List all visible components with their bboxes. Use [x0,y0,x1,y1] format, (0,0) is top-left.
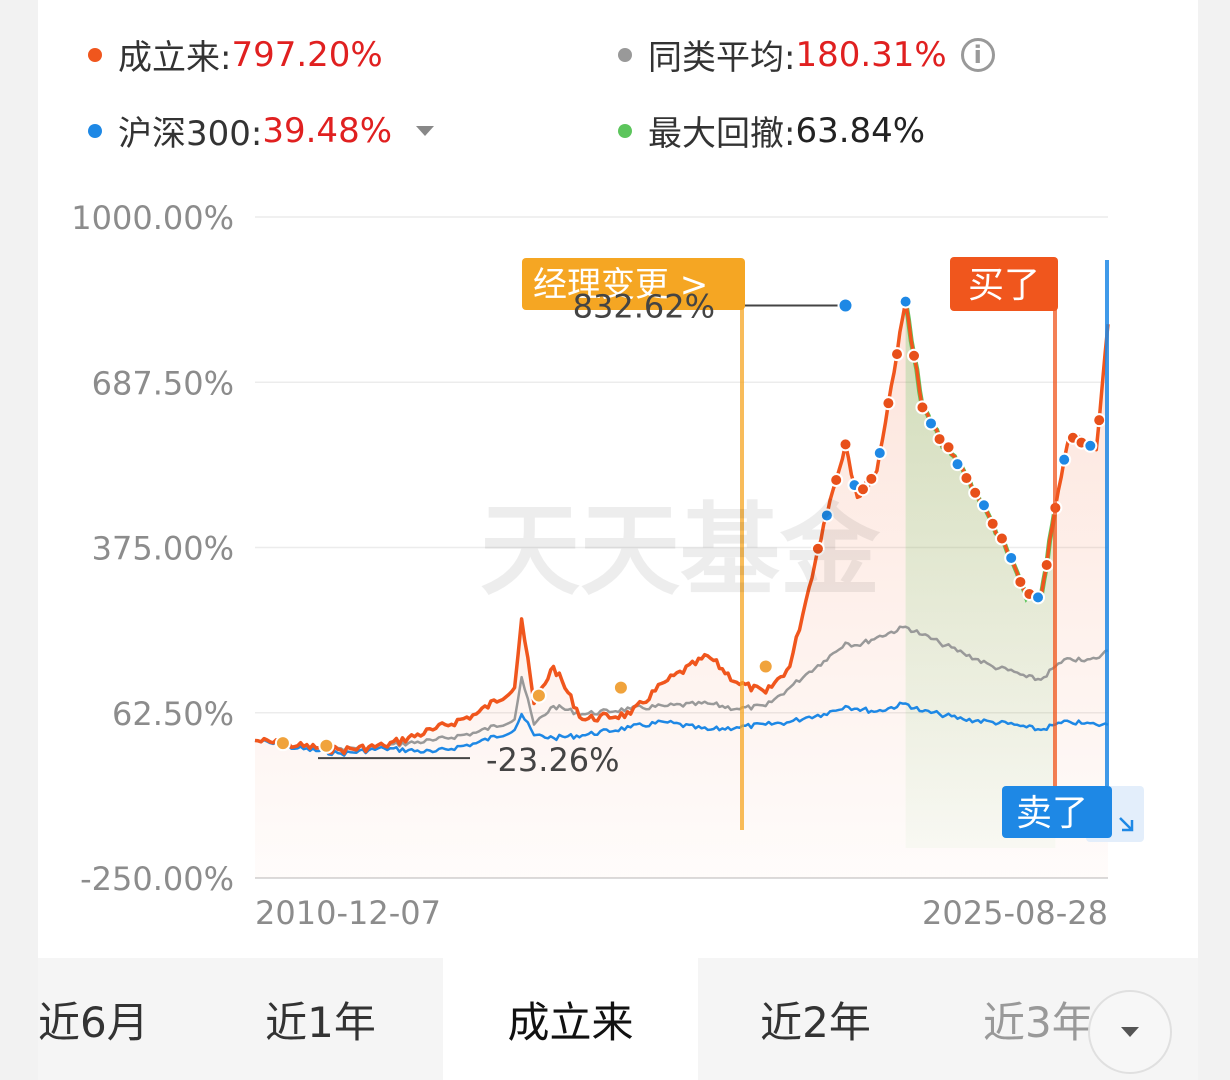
legend-category-avg-dot [618,47,632,62]
buy-point [1092,413,1107,428]
legend-fund-value: 797.20% [231,34,383,75]
y-tick-label: 375.00% [92,530,234,568]
legend-category-avg-value: 180.31% [795,34,947,75]
buy-point [881,396,896,411]
expand-arrow-icon [1119,817,1134,832]
sell-point [976,498,991,513]
chevron-down-icon[interactable] [416,125,435,136]
dividend-point [318,737,335,754]
legend-index[interactable]: 沪深300: 39.48% [88,106,435,155]
legend-max-drawdown-value: 63.84% [795,110,926,151]
buy-flag [950,257,1058,311]
legend-fund-label: 成立来: [118,38,232,78]
watermark: 天天基金 [480,492,881,609]
sell-point [950,457,965,472]
y-tick-label: 687.50% [92,364,234,402]
min-value-label: -23.26% [486,741,620,779]
buy-point [1039,557,1054,572]
sell-point [872,446,887,461]
max-drawdown-area [905,301,1056,849]
legend-fund-dot [88,47,102,62]
legend-index-dot [88,123,102,138]
buy-point [994,531,1009,546]
legend-category-avg: 同类平均: 180.31% i [618,30,995,79]
manager-change-label: 经理变更 > [533,265,708,305]
sell-point [1031,590,1046,605]
y-tick-label: -250.00% [80,860,234,898]
y-tick-label: 62.50% [112,695,234,733]
y-tick-label: 1000.00% [71,199,234,237]
sell-point [1057,452,1072,467]
buy-point [932,432,947,447]
x-tick-label: 2025-08-28 [922,894,1108,932]
more-tabs-button[interactable] [1088,990,1172,1074]
x-tick-label: 2010-12-07 [255,894,441,932]
tab-1-year-label: 近1年 [265,997,376,1047]
tab-2-years-label: 近2年 [760,997,871,1047]
sell-point [1004,550,1019,565]
buy-point [838,437,853,452]
buy-point [829,473,844,488]
series-line-index [254,701,1109,757]
dividend-point [757,658,774,675]
buy-point [915,400,930,415]
buy-point [855,482,870,497]
max-value-label: 832.62% [573,288,715,326]
legend-max-drawdown-dot [618,123,632,138]
buy-point [907,348,922,363]
period-tabs: 近6月 近1年 成立来 近2年 近3年 [38,958,1198,1080]
legend-max-drawdown-label: 最大回撤: [648,114,796,154]
tab-3-years[interactable]: 近3年 [933,958,1123,1080]
tab-since-inception-label: 成立来 [507,997,634,1047]
chevron-down-icon [1121,1027,1139,1037]
performance-chart[interactable]: 1000.00% 687.50% 375.00% 62.50% -250.00% 2010… [0,0,1230,960]
buy-point [959,471,974,486]
sell-label: 卖了 [1016,793,1088,834]
buy-label: 买了 [968,265,1040,306]
tab-1-year[interactable]: 近1年 [198,958,443,1080]
tab-2-years[interactable]: 近2年 [698,958,933,1080]
buy-point [941,440,956,455]
buy-point [864,471,879,486]
dividend-point [274,735,291,752]
sell-point [923,416,938,431]
manager-change-flag [522,258,745,310]
max-point [837,297,854,314]
buy-point [810,541,825,556]
tab-since-inception[interactable]: 成立来 [443,958,698,1080]
legend-max-drawdown: 最大回撤: 63.84% [618,106,925,155]
sell-flag [1002,786,1112,838]
sell-point [898,294,913,309]
sell-point [819,508,834,523]
buy-point [890,347,905,362]
dividend-point [612,679,629,696]
info-icon[interactable]: i [960,37,995,72]
legend-category-avg-label: 同类平均: [648,38,796,78]
buy-point [1013,574,1028,589]
legend-index-value: 39.48% [262,110,393,151]
tab-3-years-label: 近3年 [983,997,1094,1047]
dividend-point [530,687,547,704]
legend-fund: 成立来: 797.20% [88,30,383,79]
tab-6-months[interactable]: 近6月 [38,958,198,1080]
buy-point [968,485,983,500]
legend-index-label: 沪深300: [118,114,263,154]
buy-point [985,516,1000,531]
tab-6-months-label: 近6月 [38,997,149,1047]
sell-point [1083,438,1098,453]
